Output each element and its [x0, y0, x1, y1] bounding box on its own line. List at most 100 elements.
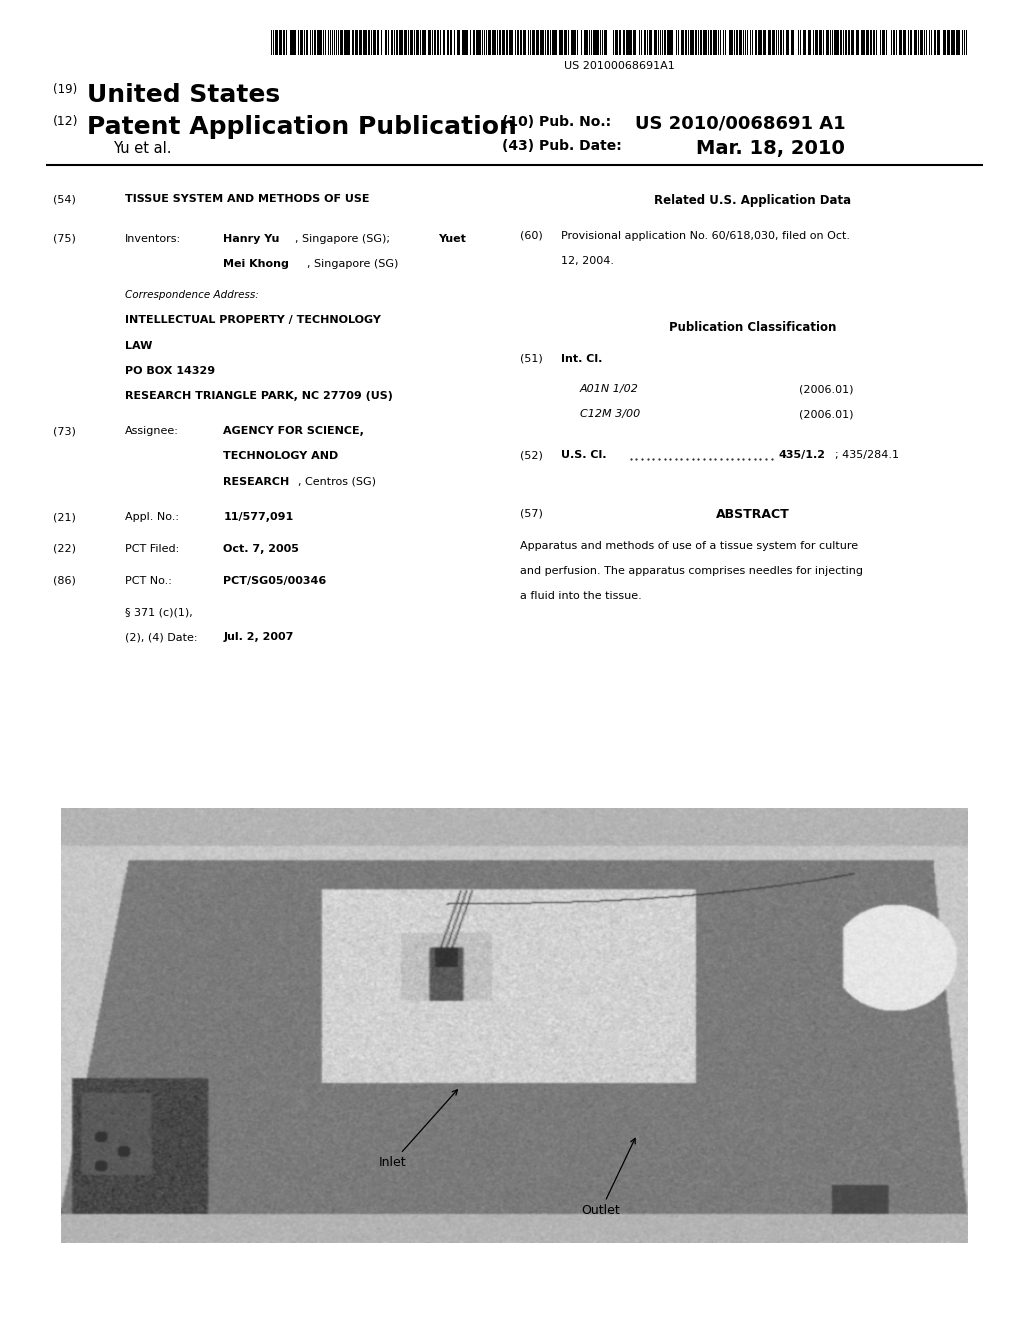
Bar: [882, 30, 885, 55]
Bar: [400, 30, 401, 55]
Text: Inlet: Inlet: [379, 1090, 458, 1170]
Text: (22): (22): [53, 544, 76, 554]
Text: Hanry Yu: Hanry Yu: [223, 234, 280, 244]
Bar: [866, 30, 867, 55]
Bar: [581, 30, 582, 55]
Text: C12M 3/00: C12M 3/00: [580, 409, 640, 420]
Bar: [778, 30, 779, 55]
Bar: [630, 30, 631, 55]
Bar: [326, 30, 327, 55]
Bar: [506, 30, 508, 55]
Bar: [273, 30, 274, 55]
Text: Patent Application Publication: Patent Application Publication: [87, 115, 517, 139]
Bar: [876, 30, 877, 55]
Bar: [377, 30, 379, 55]
Bar: [837, 30, 840, 55]
Text: , Singapore (SG);: , Singapore (SG);: [295, 234, 390, 244]
Text: 11/577,091: 11/577,091: [223, 512, 294, 523]
Text: (19): (19): [53, 83, 78, 96]
Bar: [540, 30, 541, 55]
Bar: [791, 30, 794, 55]
Text: 12, 2004.: 12, 2004.: [561, 256, 614, 267]
Bar: [760, 30, 763, 55]
Text: Provisional application No. 60/618,030, filed on Oct.: Provisional application No. 60/618,030, …: [561, 231, 850, 242]
Bar: [466, 30, 468, 55]
Bar: [561, 30, 563, 55]
Bar: [693, 30, 694, 55]
Bar: [485, 30, 487, 55]
Text: RESEARCH TRIANGLE PARK, NC 27709 (US): RESEARCH TRIANGLE PARK, NC 27709 (US): [125, 391, 393, 401]
Bar: [334, 30, 336, 55]
Text: (12): (12): [53, 115, 79, 128]
Text: Related U.S. Application Data: Related U.S. Application Data: [654, 194, 851, 207]
Bar: [723, 30, 724, 55]
Bar: [695, 30, 697, 55]
Bar: [432, 30, 433, 55]
Bar: [710, 30, 712, 55]
Bar: [618, 30, 621, 55]
Text: Assignee:: Assignee:: [125, 426, 179, 437]
Text: Jul. 2, 2007: Jul. 2, 2007: [223, 632, 294, 643]
Bar: [626, 30, 629, 55]
Text: PCT No.:: PCT No.:: [125, 576, 172, 586]
Bar: [934, 30, 936, 55]
Bar: [841, 30, 843, 55]
Text: RESEARCH: RESEARCH: [223, 477, 290, 487]
Text: (51): (51): [520, 354, 543, 364]
Bar: [720, 30, 721, 55]
Bar: [332, 30, 333, 55]
Bar: [833, 30, 834, 55]
Bar: [527, 30, 529, 55]
Bar: [808, 30, 810, 55]
Bar: [856, 30, 859, 55]
Bar: [644, 30, 646, 55]
Bar: [947, 30, 949, 55]
Bar: [487, 30, 489, 55]
Bar: [286, 30, 287, 55]
Bar: [822, 30, 824, 55]
Bar: [292, 30, 295, 55]
Bar: [772, 30, 775, 55]
Text: , Singapore (SG): , Singapore (SG): [307, 259, 398, 269]
Text: PCT/SG05/00346: PCT/SG05/00346: [223, 576, 327, 586]
Text: US 20100068691A1: US 20100068691A1: [564, 61, 675, 71]
Bar: [681, 30, 684, 55]
Bar: [373, 30, 376, 55]
Bar: [550, 30, 551, 55]
Text: Outlet: Outlet: [582, 1138, 635, 1217]
Text: Publication Classification: Publication Classification: [669, 321, 837, 334]
Bar: [310, 30, 311, 55]
Text: Oct. 7, 2005: Oct. 7, 2005: [223, 544, 299, 554]
Bar: [903, 30, 906, 55]
Bar: [586, 30, 589, 55]
Bar: [937, 30, 940, 55]
Bar: [820, 30, 821, 55]
Text: Mei Khong: Mei Khong: [223, 259, 289, 269]
Bar: [755, 30, 757, 55]
Bar: [280, 30, 281, 55]
Bar: [743, 30, 744, 55]
Bar: [649, 30, 652, 55]
Text: TISSUE SYSTEM AND METHODS OF USE: TISSUE SYSTEM AND METHODS OF USE: [125, 194, 370, 205]
Bar: [671, 30, 674, 55]
Bar: [908, 30, 909, 55]
Text: PO BOX 14329: PO BOX 14329: [125, 366, 215, 376]
Bar: [573, 30, 577, 55]
Bar: [739, 30, 742, 55]
Bar: [545, 30, 547, 55]
Bar: [763, 30, 766, 55]
Bar: [352, 30, 354, 55]
Bar: [964, 30, 965, 55]
Bar: [615, 30, 618, 55]
Bar: [718, 30, 719, 55]
Bar: [355, 30, 357, 55]
Bar: [769, 30, 771, 55]
Bar: [476, 30, 479, 55]
Bar: [368, 30, 370, 55]
Bar: [641, 30, 642, 55]
Bar: [542, 30, 545, 55]
Bar: [391, 30, 393, 55]
Text: (2006.01): (2006.01): [799, 384, 853, 395]
Bar: [697, 30, 699, 55]
Bar: [482, 30, 483, 55]
